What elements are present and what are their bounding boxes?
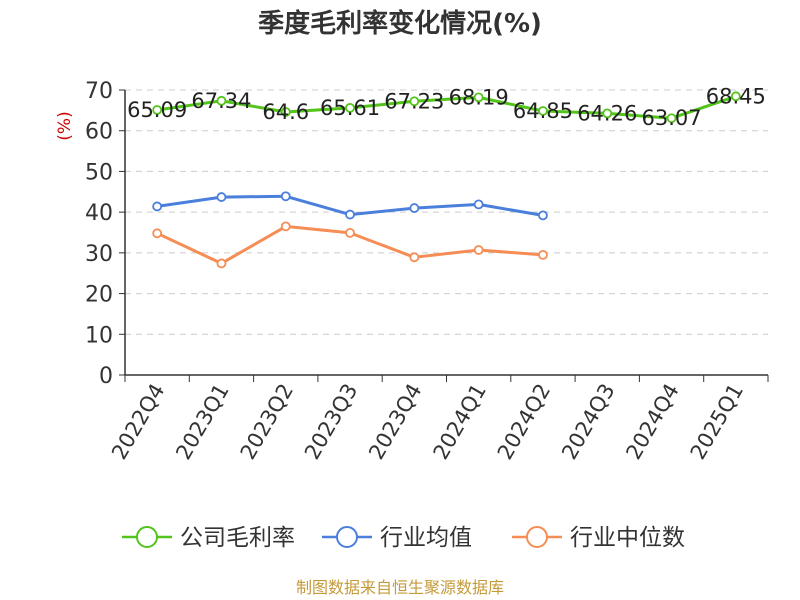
data-label: 64.26 [577,101,637,125]
series-line [156,94,737,120]
data-point[interactable] [216,95,227,106]
legend-item-2[interactable]: 行业中位数 [512,525,685,551]
y-tick-label: 70 [85,79,113,104]
legend-label: 公司毛利率 [180,525,295,551]
data-point[interactable] [473,245,484,255]
y-tick-label: 20 [85,283,113,308]
legend-marker-icon [336,526,358,548]
y-tick-label: 0 [99,364,113,389]
data-point[interactable] [538,249,548,260]
chart-title: 季度毛利率变化情况(%) [258,8,542,39]
data-point[interactable] [730,91,741,102]
x-tick-label: 2023Q2 [236,380,298,464]
data-label: 67.23 [384,89,444,113]
data-point[interactable] [538,106,548,116]
x-tick-label: 2024Q4 [621,380,683,464]
y-tick-label: 60 [85,120,113,145]
data-point[interactable] [216,192,227,202]
data-point[interactable] [152,228,163,239]
x-tick-label: 2023Q1 [171,380,233,464]
y-tick-label: 40 [85,201,113,226]
series-0 [152,91,741,124]
data-point[interactable] [473,199,484,210]
data-point[interactable] [280,107,291,117]
data-label: 68.45 [706,84,766,108]
series-lines [152,91,741,269]
data-point[interactable] [345,228,355,238]
data-point[interactable] [409,203,420,213]
legend-item-0[interactable]: 公司毛利率 [122,525,295,551]
source-note: 制图数据来自恒生聚源数据库 [296,578,504,597]
data-point[interactable] [152,201,163,212]
data-point[interactable] [345,102,355,113]
data-point[interactable] [345,209,355,220]
data-label: 67.34 [191,89,251,113]
x-tick-label: 2023Q4 [364,380,426,464]
y-tick-label: 10 [85,323,113,348]
data-label: 63.07 [641,106,701,130]
legend-label: 行业均值 [380,525,472,551]
data-label: 65.61 [320,96,380,120]
data-label: 64.6 [262,100,309,124]
series-2 [152,221,548,269]
data-point[interactable] [216,258,227,269]
x-tick-label: 2025Q1 [686,380,748,464]
legend-item-1[interactable]: 行业均值 [322,525,472,551]
x-tick-label: 2022Q4 [107,380,169,464]
x-tick-label: 2024Q3 [557,380,619,464]
data-point[interactable] [473,92,484,103]
data-point[interactable] [280,191,291,202]
data-point[interactable] [666,113,677,124]
x-tick-label: 2024Q2 [493,380,555,464]
data-point[interactable] [409,96,420,107]
data-point[interactable] [538,210,548,221]
x-tick-label: 2024Q1 [429,380,491,464]
legend-marker-icon [526,526,548,548]
data-label: 68.19 [449,85,509,109]
y-axis-label: (%) [55,111,75,140]
data-point[interactable] [280,221,291,232]
data-label: 64.85 [513,99,573,123]
data-point[interactable] [602,108,613,119]
legend-marker-icon [136,526,158,548]
data-point[interactable] [409,252,420,263]
x-tick-label: 2023Q3 [300,380,362,464]
series-1 [152,191,548,221]
data-label: 65.09 [127,98,187,122]
y-tick-label: 50 [85,160,113,185]
y-tick-label: 30 [85,242,113,267]
legend[interactable]: 公司毛利率 行业均值 行业中位数 [122,525,685,551]
legend-label: 行业中位数 [570,525,685,551]
data-point[interactable] [152,105,163,115]
